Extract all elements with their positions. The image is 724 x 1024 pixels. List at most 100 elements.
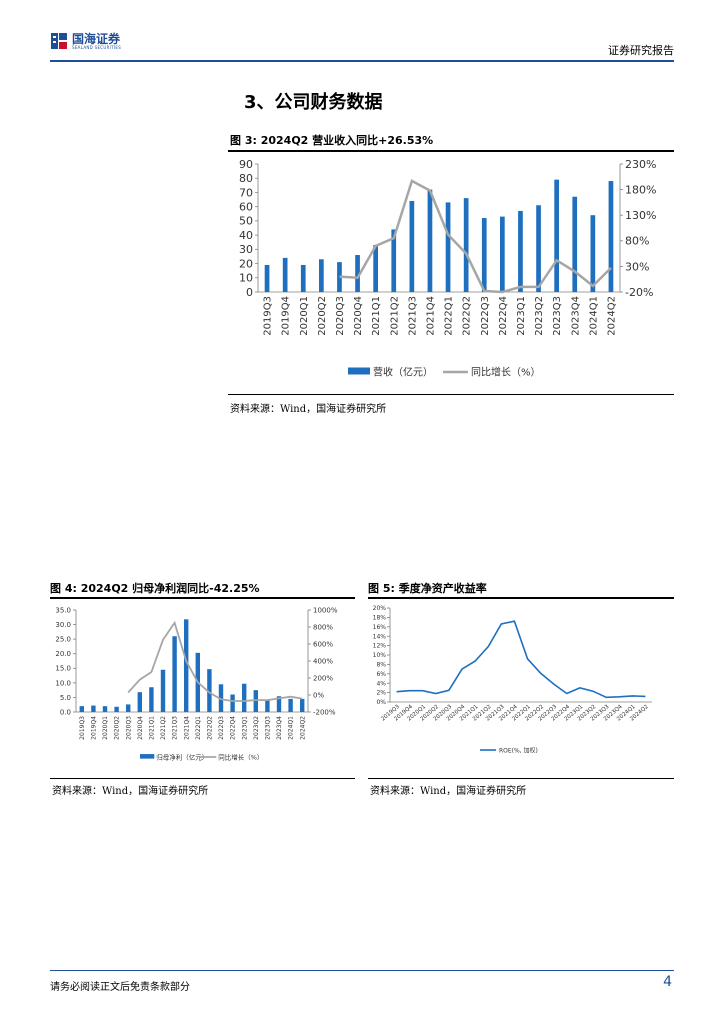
fig3-right-tick-label: 230% (625, 158, 656, 171)
fig3-left-tick-label: 80 (239, 172, 253, 185)
fig4-x-tick-label: 2020Q2 (114, 716, 121, 740)
footer-disclaimer: 请务必阅读正文后免责条款部分 (50, 982, 190, 993)
figure-4-bottom-rule (50, 778, 355, 779)
fig4-bar (230, 694, 235, 712)
fig4-bar (241, 683, 247, 712)
fig3-x-tick-label: 2019Q3 (263, 296, 274, 336)
fig3-bar (554, 179, 560, 292)
fig4-left-tick-label: 5.0 (60, 694, 71, 702)
fig4-left-tick-label: 20.0 (55, 650, 71, 658)
fig4-bar (288, 698, 293, 712)
fig3-bar (300, 264, 306, 292)
figure-3-source: 资料来源：Wind，国海证券研究所 (230, 404, 387, 415)
fig4-x-tick-label: 2021Q4 (183, 716, 190, 740)
fig5-y-tick-label: 10% (373, 652, 387, 659)
fig4-x-tick-label: 2020Q4 (137, 716, 144, 740)
fig4-right-tick-label: 800% (313, 623, 333, 631)
fig5-legend-label: ROE(%, 加权) (499, 747, 538, 755)
fig3-bar (499, 216, 505, 292)
figure-3-top-rule (228, 150, 674, 152)
fig5-y-tick-label: 8% (376, 662, 386, 669)
fig4-right-tick-label: 0% (313, 691, 324, 699)
fig3-left-tick-label: 90 (239, 158, 253, 171)
fig3-bar (355, 255, 360, 292)
logo-name: 国海证券 (72, 31, 121, 46)
fig4-x-tick-label: 2020Q3 (125, 716, 132, 740)
fig4-bar (207, 669, 212, 712)
figure-3-bottom-rule (228, 394, 674, 395)
page-number: 4 (663, 974, 672, 990)
fig3-x-tick-label: 2021Q2 (389, 296, 400, 336)
fig4-x-tick-label: 2022Q1 (195, 716, 202, 740)
fig3-left-tick-label: 30 (239, 243, 253, 256)
fig4-bar (276, 696, 282, 712)
fig3-left-tick-label: 10 (239, 272, 253, 285)
fig3-bar (608, 181, 614, 292)
fig3-right-tick-label: 130% (625, 209, 656, 222)
fig4-bar (160, 669, 166, 712)
fig5-y-tick-label: 0% (376, 699, 386, 706)
fig3-bar (463, 198, 469, 292)
fig3-bar (572, 196, 578, 292)
fig4-right-tick-label: 200% (313, 674, 333, 682)
fig3-bar (264, 264, 270, 292)
fig4-x-tick-label: 2022Q2 (207, 716, 214, 740)
fig4-bar (137, 692, 143, 712)
fig4-bar (114, 706, 119, 712)
fig3-legend-line-label: 同比增长（%） (471, 366, 541, 379)
fig4-bar (183, 619, 189, 712)
fig4-right-tick-label: -200% (313, 708, 336, 716)
fig4-x-tick-label: 2021Q3 (172, 716, 179, 740)
fig3-x-tick-label: 2020Q2 (317, 296, 328, 336)
fig4-legend-line-label: 同比增长（%） (218, 752, 263, 761)
fig4-bar (79, 706, 85, 712)
fig4-x-tick-label: 2022Q3 (218, 716, 225, 740)
fig5-y-tick-label: 12% (373, 643, 387, 650)
figure-4-chart: 0.0 5.0 10.0 15.0 20.0 25.0 30.0 35.0 -200% 0% 20… (55, 606, 337, 761)
fig4-x-tick-label: 2023Q3 (265, 716, 272, 740)
fig3-left-tick-label: 40 (239, 229, 253, 242)
fig3-bar (282, 257, 288, 292)
fig4-left-tick-label: 15.0 (55, 665, 71, 673)
fig3-x-tick-label: 2023Q4 (570, 296, 581, 336)
fig3-x-tick-label: 2020Q3 (335, 296, 346, 336)
fig3-x-tick-label: 2021Q1 (371, 296, 382, 336)
fig3-bar (373, 245, 379, 292)
fig5-y-tick-label: 4% (376, 680, 386, 687)
fig3-left-tick-label: 70 (239, 186, 253, 199)
fig5-y-tick-label: 18% (373, 615, 387, 622)
fig3-x-tick-label: 2022Q3 (480, 296, 491, 336)
figure-5-source: 资料来源：Wind，国海证券研究所 (370, 786, 527, 797)
fig4-growth-line (127, 620, 303, 702)
fig3-x-tick-label: 2022Q2 (462, 296, 473, 336)
fig3-x-tick-label: 2023Q1 (516, 296, 527, 336)
fig4-right-tick-label: 600% (313, 640, 333, 648)
logo-mark-icon (50, 32, 68, 50)
fig3-bar (409, 200, 415, 292)
fig4-bar (149, 687, 154, 712)
figure-3-title: 图 3: 2024Q2 营业收入同比+26.53% (230, 134, 434, 147)
figure-5-chart: 0%2%4%6%8%10%12%14%16%18%20% 2019Q32019Q… (373, 605, 652, 755)
fig5-roe-line (396, 620, 646, 699)
fig3-right-tick-label: 30% (625, 260, 649, 273)
fig4-x-tick-label: 2024Q1 (288, 716, 295, 740)
figure-5-top-rule (368, 597, 674, 599)
fig4-x-tick-label: 2023Q4 (276, 716, 283, 740)
fig5-y-tick-label: 20% (373, 605, 387, 612)
fig4-x-tick-label: 2019Q4 (91, 716, 98, 740)
fig3-x-tick-label: 2020Q1 (299, 296, 310, 336)
fig5-y-tick-label: 2% (376, 690, 386, 697)
fig4-bar (125, 704, 131, 712)
figure-5-title: 图 5: 季度净资产收益率 (368, 582, 487, 595)
report-type: 证券研究报告 (608, 44, 674, 57)
fig4-right-tick-label: 400% (313, 657, 333, 665)
fig3-x-tick-label: 2023Q3 (552, 296, 563, 336)
fig3-bar (391, 229, 397, 292)
fig3-bar (481, 218, 487, 292)
footer-divider (50, 970, 674, 971)
fig4-bar (172, 636, 177, 712)
fig3-right-tick-label: 80% (625, 235, 649, 248)
fig4-bar (265, 699, 270, 712)
fig3-x-tick-label: 2022Q4 (498, 296, 509, 336)
